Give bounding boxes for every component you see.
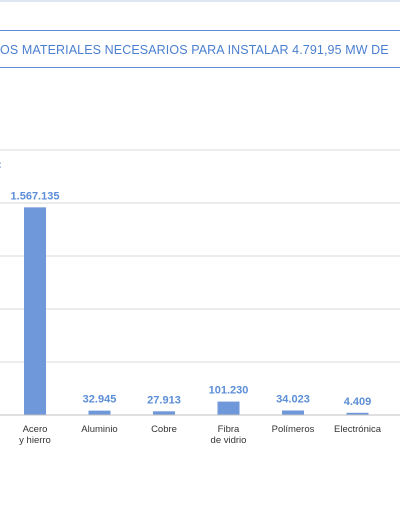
- category-label: Electrónica: [334, 424, 382, 435]
- bars: [24, 207, 369, 415]
- data-label: 34.023: [276, 393, 310, 405]
- data-label: 101.230: [209, 385, 249, 397]
- bar: [282, 410, 304, 415]
- category-label: de vidrio: [211, 435, 247, 446]
- bar: [346, 412, 369, 415]
- bar: [88, 410, 111, 415]
- data-label: 1.567.135: [11, 190, 60, 202]
- category-label: Polímeros: [272, 424, 315, 435]
- bar: [217, 401, 240, 415]
- grid-lines: [0, 149, 400, 363]
- data-labels: 1.567.135 32.945 27.913 101.230 34.023 4.409: [11, 190, 372, 407]
- chart-title: OS MATERIALES NECESARIOS PARA INSTALAR 4…: [0, 43, 389, 57]
- bar: [153, 411, 175, 415]
- category-label: Aluminio: [81, 424, 117, 435]
- title-frame: [0, 30, 400, 68]
- category-label: y hierro: [19, 435, 51, 446]
- data-label: 27.913: [147, 394, 181, 406]
- bar: [24, 207, 46, 415]
- top-divider: [0, 0, 400, 2]
- category-label: Acero: [23, 424, 48, 435]
- category-label: Fibra: [218, 424, 240, 435]
- data-label: 4.409: [344, 396, 372, 408]
- category-label: Cobre: [151, 424, 177, 435]
- data-label: 32.945: [83, 394, 117, 406]
- legend-fragment-marker: :: [0, 159, 2, 171]
